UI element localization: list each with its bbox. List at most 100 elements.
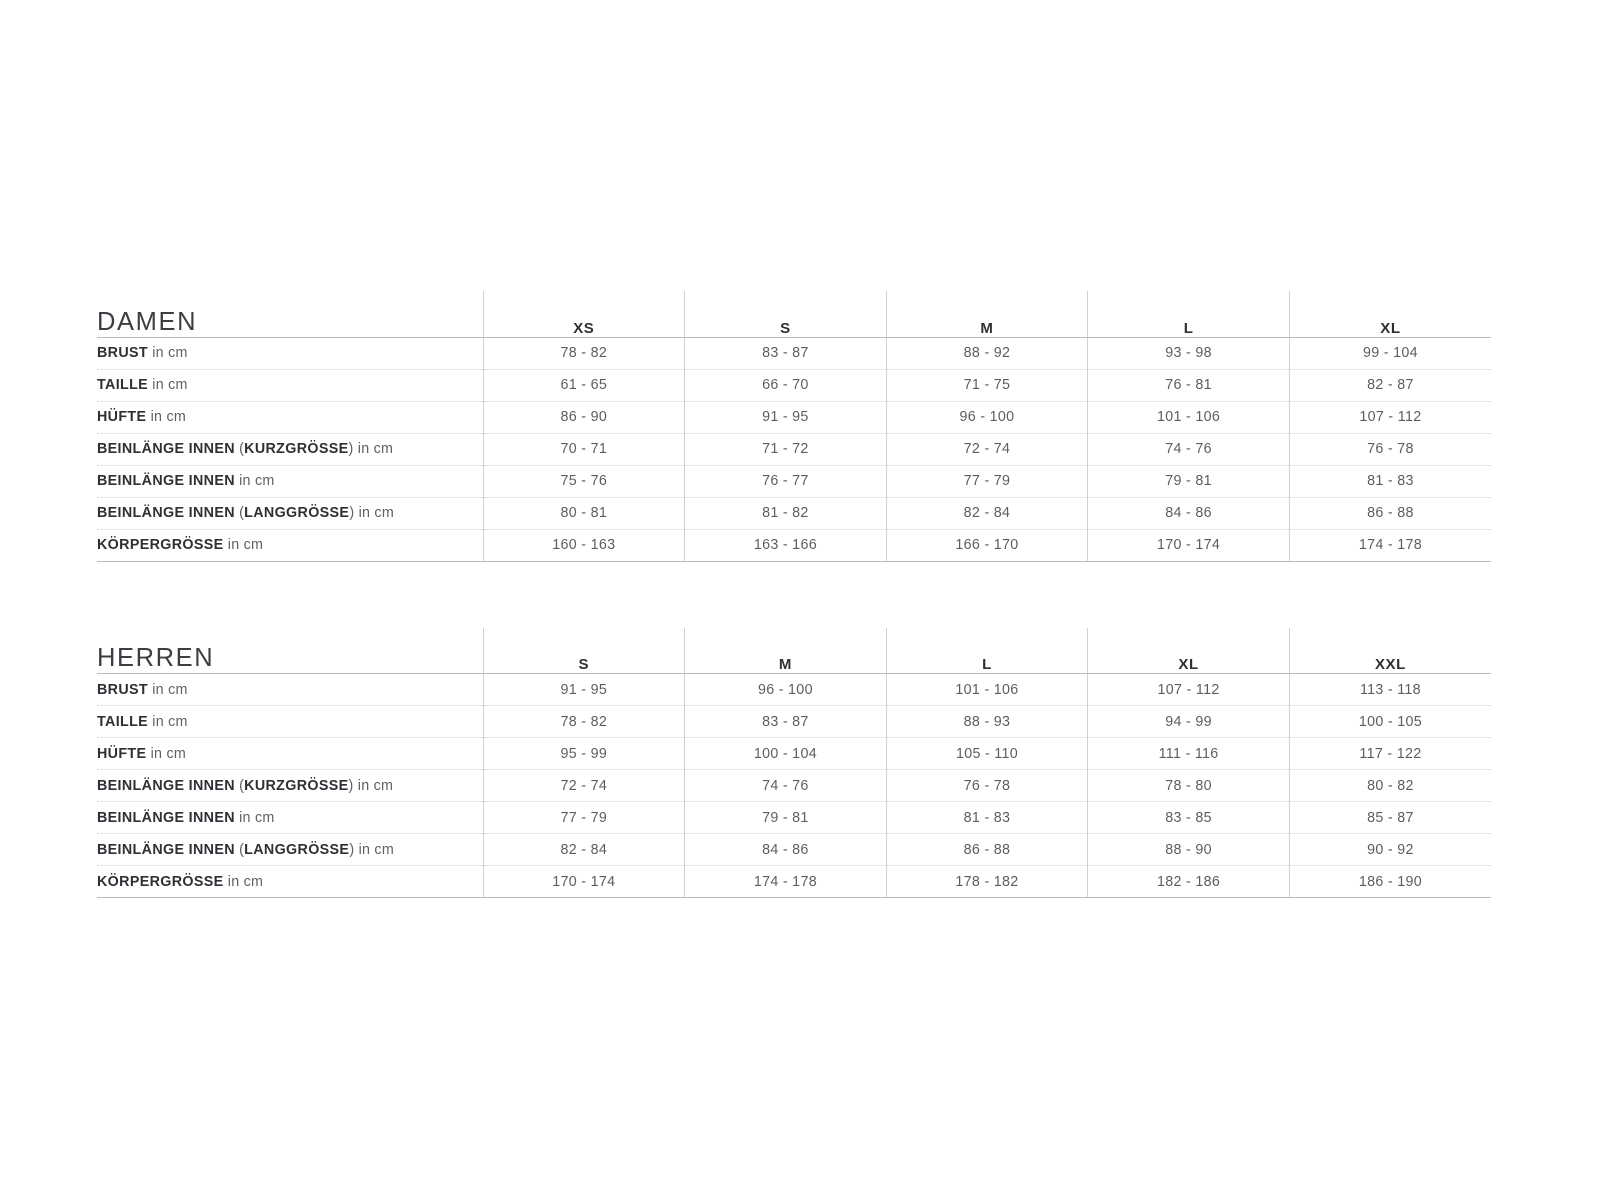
measurement-value: 76 - 78 [885, 769, 1088, 802]
measurement-value: 93 - 98 [1087, 337, 1290, 370]
table-row: BEINLÄNGE INNEN in cm 77 - 79 79 - 81 81 - … [97, 801, 1491, 834]
measurement-value: 91 - 95 [482, 673, 685, 706]
table-row: KÖRPERGRÖSSE in cm 170 - 174 174 - 178 178 … [97, 865, 1491, 898]
paren-close: ) [349, 505, 355, 521]
column-header-l: L [1087, 291, 1290, 338]
measurement-unit: in cm [354, 505, 394, 521]
measurement-value: 80 - 82 [1288, 769, 1491, 802]
measurement-value: 113 - 118 [1288, 673, 1491, 706]
measurement-label: KÖRPERGRÖSSE in cm [97, 529, 483, 562]
measurement-variant: LANGGRÖSSE [244, 841, 350, 858]
table-row: BEINLÄNGE INNEN (LANGGRÖSSE) in cm 82 - 8… [97, 833, 1491, 866]
table-row: BEINLÄNGE INNEN (KURZGRÖSSE) in cm 72 - 7… [97, 769, 1491, 802]
measurement-value: 75 - 76 [482, 465, 685, 498]
measurement-value: 83 - 87 [684, 337, 887, 370]
measurement-label: TAILLE in cm [97, 705, 483, 738]
column-header-xxl: XXL [1288, 627, 1491, 674]
paren-open: ( [234, 777, 245, 794]
table-row: BRUST in cm 78 - 82 83 - 87 88 - 92 93 - 98 9… [97, 337, 1491, 370]
measurement-label: KÖRPERGRÖSSE in cm [97, 865, 483, 898]
measurement-value: 82 - 84 [482, 833, 685, 866]
measurement-name: BEINLÄNGE INNEN [97, 473, 235, 489]
paren-open: ( [234, 441, 245, 457]
measurement-value: 71 - 75 [885, 369, 1088, 402]
measurement-label: BEINLÄNGE INNEN (KURZGRÖSSE) in cm [97, 769, 483, 802]
measurement-unit: in cm [148, 713, 188, 730]
measurement-unit: in cm [353, 777, 394, 794]
measurement-value: 86 - 88 [1288, 497, 1491, 530]
measurement-name: HÜFTE [97, 745, 147, 762]
measurement-name: BEINLÄNGE INNEN [97, 841, 235, 858]
measurement-value: 101 - 106 [1087, 401, 1290, 434]
measurement-value: 76 - 77 [684, 465, 887, 498]
table-row: BEINLÄNGE INNEN (KURZGRÖSSE) in cm 70 - 7… [97, 433, 1491, 466]
measurement-name: BEINLÄNGE INNEN [97, 441, 235, 457]
measurement-label: BRUST in cm [97, 337, 483, 370]
measurement-unit: in cm [354, 841, 394, 858]
measurement-value: 81 - 82 [684, 497, 887, 530]
measurement-value: 166 - 170 [885, 529, 1088, 562]
measurement-label: BEINLÄNGE INNEN in cm [97, 465, 483, 498]
measurement-value: 107 - 112 [1087, 673, 1290, 706]
measurement-variant: KURZGRÖSSE [244, 777, 349, 794]
measurement-unit: in cm [223, 537, 264, 553]
column-header-l: L [885, 627, 1088, 674]
group-title: DAMEN [97, 291, 483, 338]
measurement-value: 100 - 105 [1288, 705, 1491, 738]
column-header-s: S [684, 291, 887, 338]
table-row: TAILLE in cm 61 - 65 66 - 70 71 - 75 76 - 81… [97, 369, 1491, 402]
measurement-name: HÜFTE [97, 409, 147, 425]
measurement-value: 77 - 79 [885, 465, 1088, 498]
measurement-name: TAILLE [97, 377, 149, 393]
measurement-label: BRUST in cm [97, 673, 483, 706]
measurement-value: 72 - 74 [482, 769, 685, 802]
measurement-value: 88 - 90 [1087, 833, 1290, 866]
measurement-unit: in cm [146, 409, 187, 425]
measurement-value: 94 - 99 [1087, 705, 1290, 738]
measurement-value: 88 - 92 [885, 337, 1088, 370]
column-header-xl: XL [1087, 627, 1290, 674]
measurement-value: 91 - 95 [684, 401, 887, 434]
measurement-value: 70 - 71 [482, 433, 685, 466]
table-spacer [97, 562, 1491, 628]
measurement-value: 182 - 186 [1087, 865, 1290, 898]
paren-open: ( [234, 841, 245, 858]
measurement-value: 82 - 84 [885, 497, 1088, 530]
measurement-label: BEINLÄNGE INNEN (KURZGRÖSSE) in cm [97, 433, 483, 466]
measurement-value: 79 - 81 [1087, 465, 1290, 498]
measurement-value: 88 - 93 [885, 705, 1088, 738]
column-header-xl: XL [1288, 291, 1491, 338]
measurement-value: 83 - 87 [684, 705, 887, 738]
measurement-value: 86 - 88 [885, 833, 1088, 866]
measurement-unit: in cm [148, 681, 188, 698]
size-tables-container: DAMEN XS S M L XL BRUST in cm 78 - 82 83 - 87 88 … [97, 291, 1491, 898]
measurement-value: 107 - 112 [1288, 401, 1491, 434]
measurement-value: 90 - 92 [1288, 833, 1491, 866]
paren-close: ) [348, 777, 354, 794]
measurement-value: 96 - 100 [684, 673, 887, 706]
column-header-m: M [885, 291, 1088, 338]
measurement-name: BRUST [97, 345, 148, 361]
measurement-value: 81 - 83 [1288, 465, 1491, 498]
column-header-s: S [482, 627, 685, 674]
measurement-value: 85 - 87 [1288, 801, 1491, 834]
measurement-value: 80 - 81 [482, 497, 685, 530]
measurement-value: 101 - 106 [885, 673, 1088, 706]
measurement-unit: in cm [234, 809, 275, 826]
table-header-row: DAMEN XS S M L XL [97, 291, 1491, 338]
measurement-label: TAILLE in cm [97, 369, 483, 402]
size-table-herren: HERREN S M L XL XXL BRUST in cm 91 - 95 96 - 100… [97, 627, 1491, 898]
measurement-value: 105 - 110 [885, 737, 1088, 770]
column-header-xs: XS [482, 291, 685, 338]
group-title: HERREN [97, 627, 483, 674]
measurement-value: 86 - 90 [482, 401, 685, 434]
paren-open: ( [234, 505, 245, 521]
measurement-name: BEINLÄNGE INNEN [97, 809, 235, 826]
measurement-unit: in cm [223, 873, 264, 890]
measurement-value: 78 - 82 [482, 337, 685, 370]
paren-close: ) [348, 441, 354, 457]
measurement-label: HÜFTE in cm [97, 401, 483, 434]
measurement-value: 83 - 85 [1087, 801, 1290, 834]
table-row: BEINLÄNGE INNEN in cm 75 - 76 76 - 77 77 - … [97, 465, 1491, 498]
